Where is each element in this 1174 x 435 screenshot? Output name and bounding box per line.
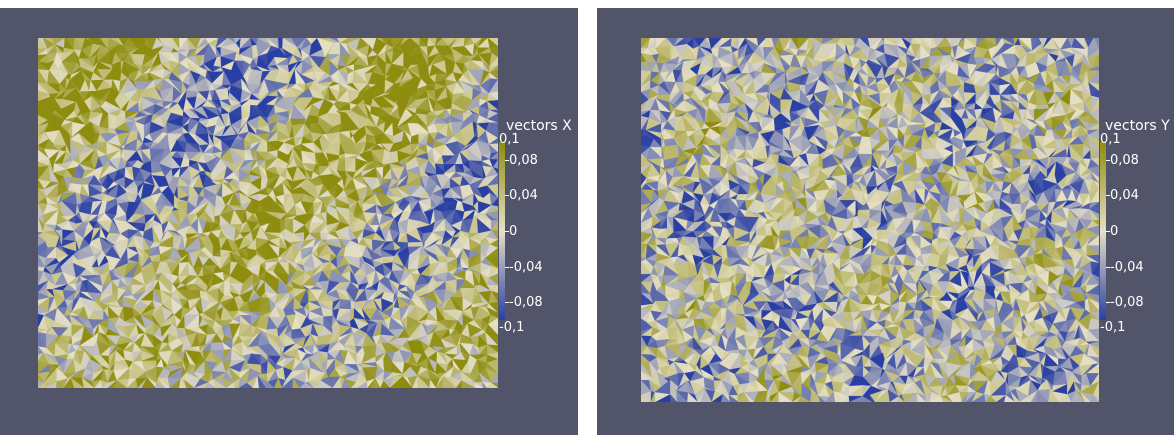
colorbar-tick-label: -0,1 [499, 320, 525, 335]
mesh-render [641, 38, 1099, 402]
colorbar-tick-label: 0,08 [509, 152, 538, 168]
colorbar-tick-mark [505, 159, 509, 161]
colorbar-tick-label: 0,04 [509, 188, 538, 204]
vector-x-field-surface[interactable] [38, 38, 498, 388]
colorbar-tick-mark [505, 266, 509, 268]
colorbar-tick-label: -0,08 [509, 295, 543, 311]
colorbar-tick-mark [505, 302, 509, 304]
colorbar-tick-mark [505, 231, 509, 232]
colorbar-tick-mark [505, 195, 509, 197]
vector-y-field-surface[interactable] [641, 38, 1099, 402]
render-view-vectors-y[interactable]: vectors Y 0,1 0,08 0,04 0 -0,04 -0,08 -0,1 [597, 8, 1174, 435]
render-view-vectors-x[interactable]: vectors X 0,1 0,08 0,04 0 -0,04 -0,08 -0,1 [0, 8, 578, 435]
colorbar-tick-label: -0,04 [509, 259, 543, 275]
mesh-render [38, 38, 498, 388]
colorbar-tick-label: 0,1 [499, 132, 520, 147]
colorbar-tick-label: 0 [509, 224, 518, 239]
